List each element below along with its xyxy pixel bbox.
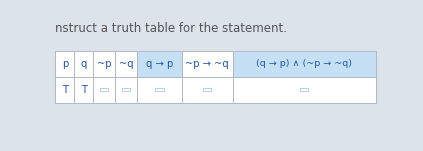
Text: (q → p) ∧ (~p → ~q): (q → p) ∧ (~p → ~q) [256, 59, 352, 68]
Text: ~p: ~p [97, 59, 111, 69]
Bar [93, 51, 115, 77]
Bar [137, 51, 181, 77]
Bar [233, 77, 376, 103]
Bar [74, 77, 93, 103]
Text: ~p → ~q: ~p → ~q [185, 59, 229, 69]
Bar [203, 88, 211, 91]
Text: q → p: q → p [146, 59, 173, 69]
Bar [55, 51, 74, 77]
Text: p: p [62, 59, 68, 69]
Bar [74, 51, 93, 77]
Bar [115, 51, 137, 77]
Bar [137, 77, 181, 103]
Text: q: q [80, 59, 87, 69]
Text: nstruct a truth table for the statement.: nstruct a truth table for the statement. [55, 22, 288, 35]
Bar [155, 88, 164, 91]
Bar [115, 77, 137, 103]
Bar [233, 51, 376, 77]
Text: ~q: ~q [119, 59, 134, 69]
Bar [100, 88, 108, 91]
Bar [122, 88, 130, 91]
Bar [93, 77, 115, 103]
Text: T: T [62, 85, 68, 95]
Bar [181, 51, 233, 77]
Bar [300, 88, 308, 91]
Text: T: T [81, 85, 87, 95]
Bar [55, 77, 74, 103]
Bar [181, 77, 233, 103]
